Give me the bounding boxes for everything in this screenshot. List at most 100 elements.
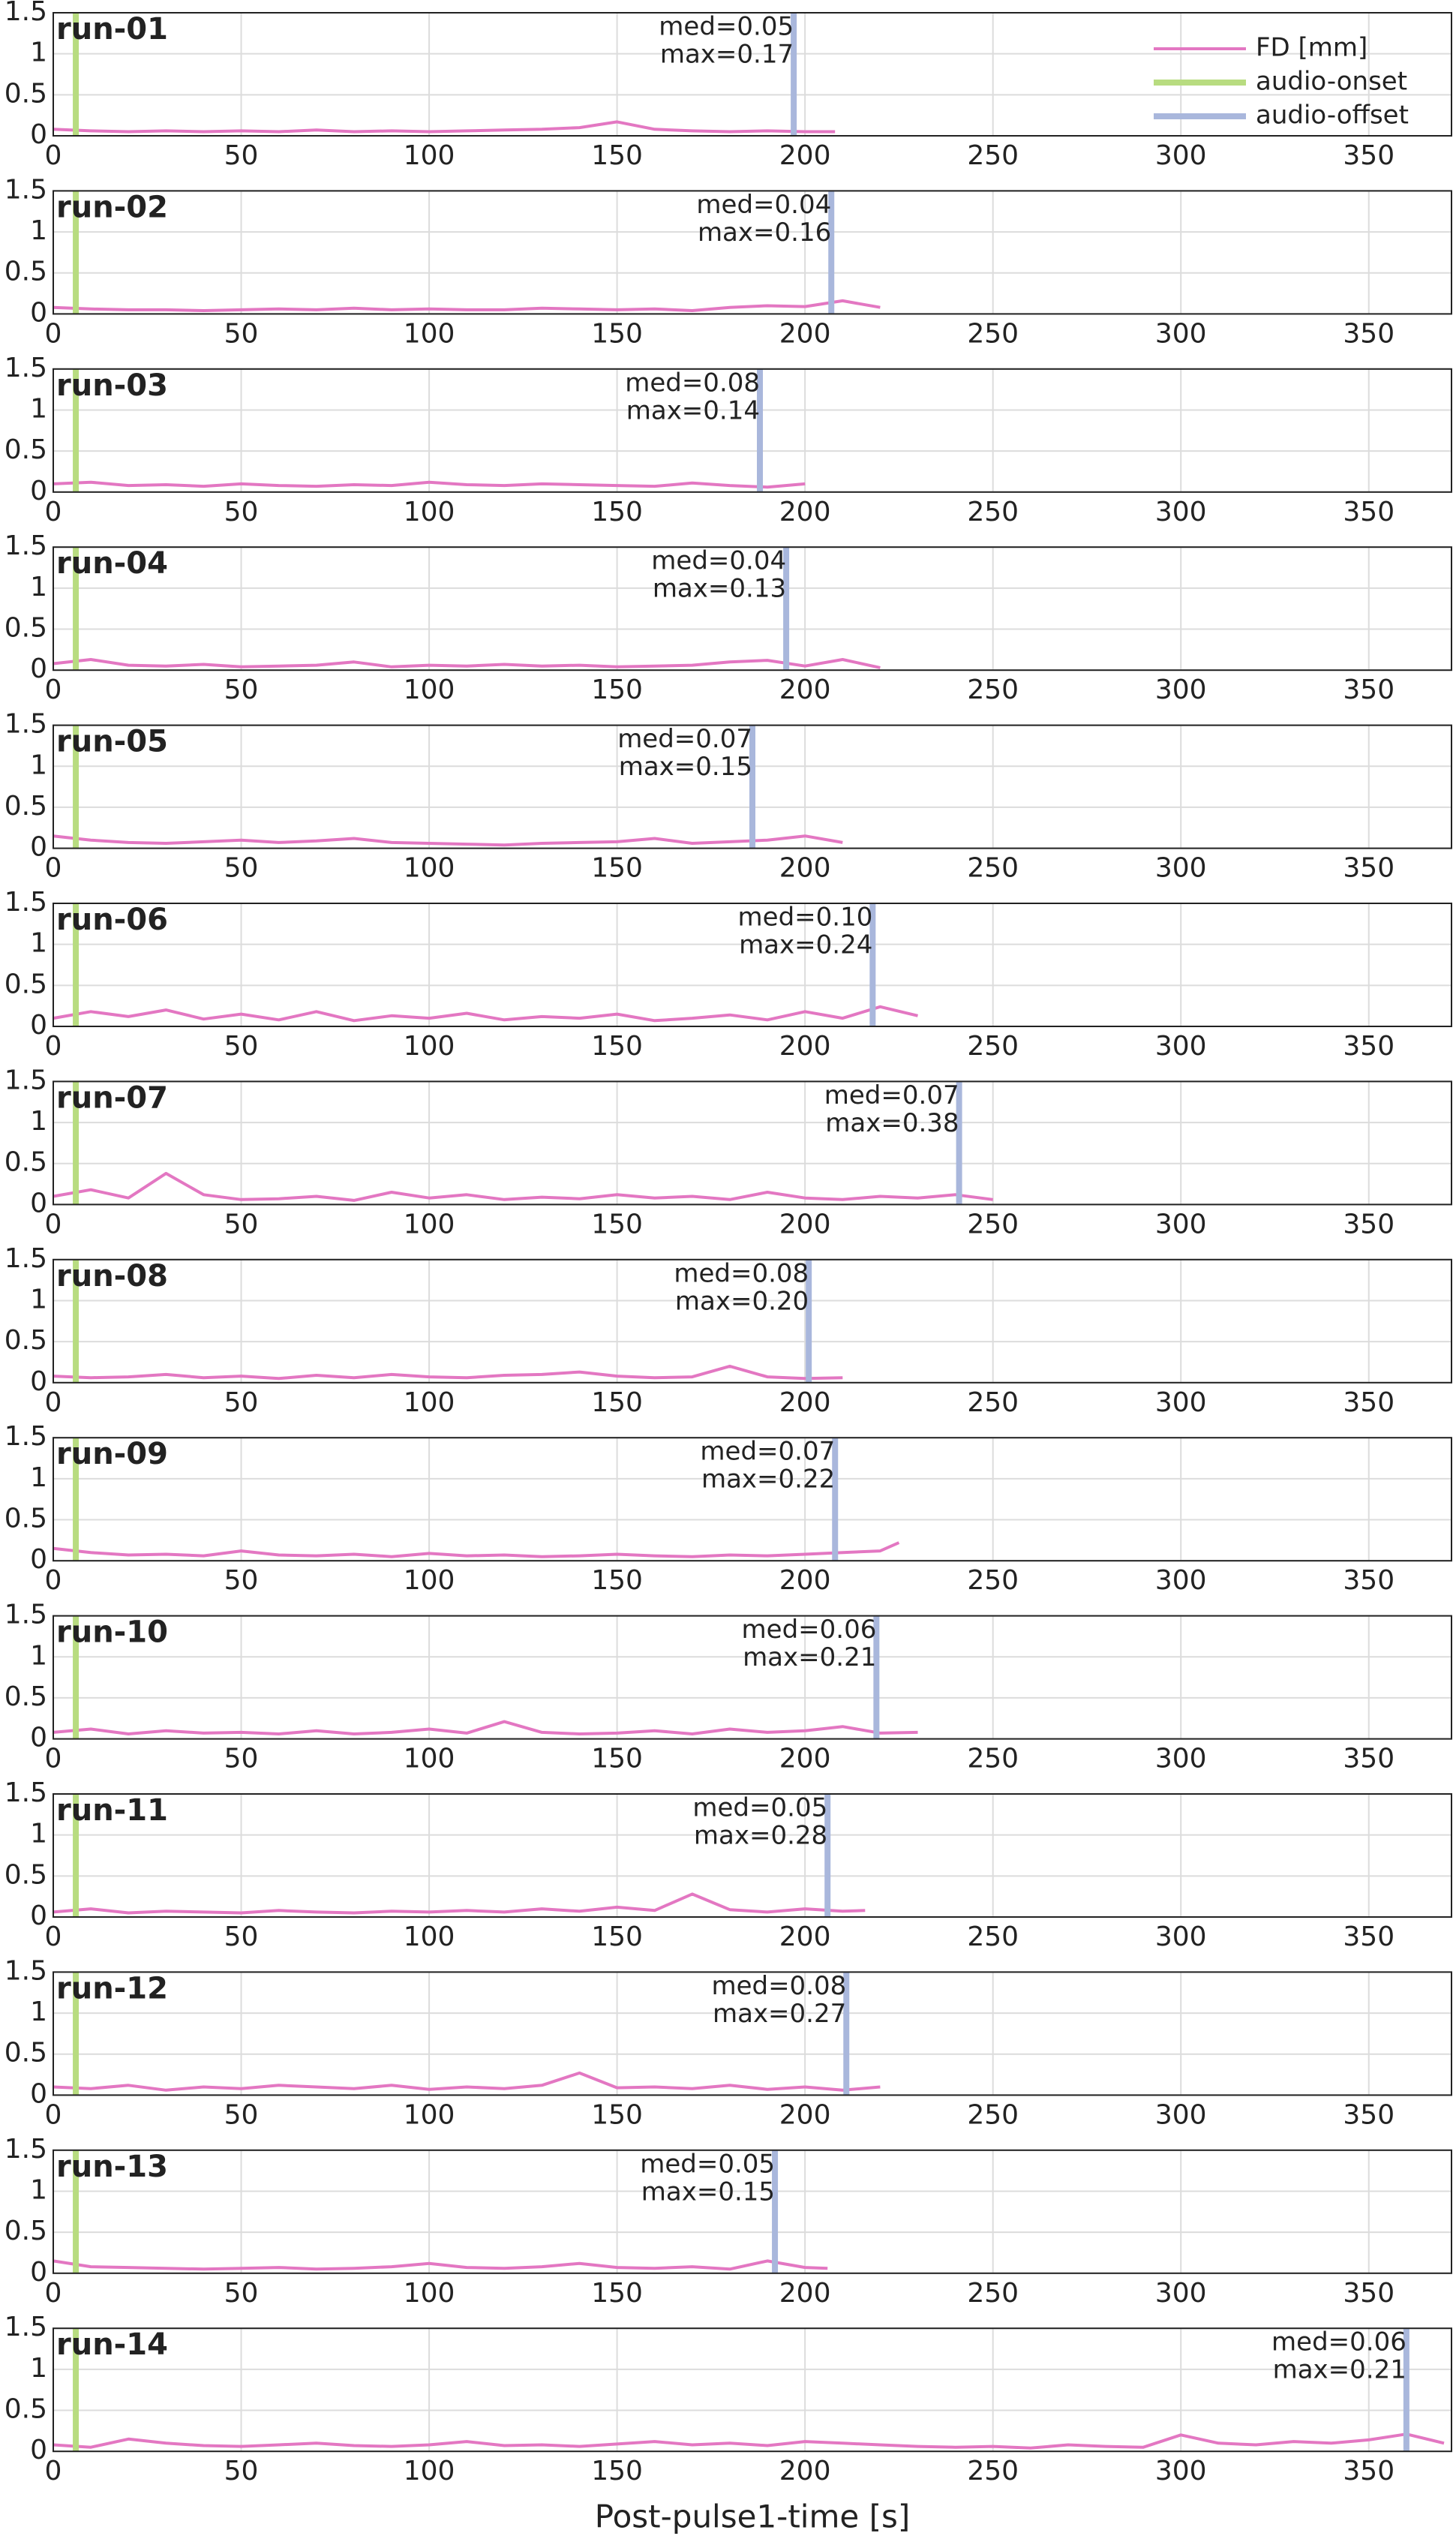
x-tick-label: 300: [1155, 1031, 1207, 1062]
y-tick-label: 1: [30, 38, 47, 68]
x-tick-label: 200: [779, 1387, 831, 1418]
panel-title: run-14: [56, 2327, 168, 2362]
x-tick-label: 100: [404, 2456, 455, 2486]
x-tick-label: 200: [779, 140, 831, 171]
x-tick-label: 350: [1343, 318, 1394, 349]
x-tick-label: 300: [1155, 318, 1207, 349]
panel-title: run-07: [56, 1080, 168, 1115]
x-tick-label: 100: [404, 1744, 455, 1774]
annotation: max=0.22: [701, 1465, 835, 1495]
y-tick-label: 0.5: [5, 969, 47, 999]
annotation: med=0.05: [640, 2149, 775, 2179]
annotation: max=0.38: [825, 1108, 959, 1138]
annotation: med=0.06: [742, 1615, 877, 1645]
plot-area: [53, 1972, 1451, 2096]
plot-area: [53, 1794, 1451, 1917]
y-tick-label: 0.5: [5, 791, 47, 822]
fd-line: [53, 1720, 918, 1735]
panel-title: run-10: [56, 1615, 168, 1650]
x-tick-label: 100: [404, 140, 455, 171]
x-tick-label: 100: [404, 497, 455, 527]
x-tick-label: 350: [1343, 1387, 1394, 1418]
fd-line: [53, 1892, 866, 1915]
panel-title: run-04: [56, 546, 168, 581]
plot-frame: [53, 1971, 1452, 2096]
x-tick-label: 350: [1343, 1744, 1394, 1774]
x-tick-label: 250: [967, 1565, 1019, 1596]
fd-line: [53, 834, 843, 847]
x-tick-label: 250: [967, 1387, 1019, 1418]
y-tick-label: 0.5: [5, 1859, 47, 1890]
fd-line: [53, 120, 836, 134]
plot-frame: [53, 12, 1452, 137]
x-tick-label: 250: [967, 140, 1019, 171]
x-tick-label: 200: [779, 853, 831, 884]
y-tick-label: 1.5: [5, 1955, 47, 1986]
y-tick-label: 1: [30, 215, 47, 246]
plot-area: [53, 1438, 1451, 1561]
fd-line: [53, 2071, 881, 2092]
x-tick-label: 300: [1155, 140, 1207, 171]
plot-frame: [53, 1258, 1452, 1384]
annotation: med=0.08: [625, 368, 760, 398]
x-tick-label: 350: [1343, 2456, 1394, 2486]
y-tick-label: 0: [30, 2257, 47, 2288]
fd-line: [53, 1364, 843, 1381]
plot-frame: [53, 190, 1452, 315]
x-tick-label: 350: [1343, 2099, 1394, 2130]
plot-area: [53, 368, 1451, 492]
plot-frame: [53, 1615, 1452, 1740]
annotation: max=0.21: [1273, 2355, 1406, 2385]
x-tick-label: 250: [967, 1922, 1019, 1952]
panel-title: run-13: [56, 2150, 168, 2184]
y-tick-label: 1.5: [5, 530, 47, 561]
y-tick-label: 0.5: [5, 2394, 47, 2425]
fd-line: [53, 2432, 1445, 2450]
y-tick-label: 1.5: [5, 1421, 47, 1452]
x-tick-label: 0: [45, 1744, 62, 1774]
y-tick-label: 1.5: [5, 1065, 47, 1095]
x-tick-label: 250: [967, 2099, 1019, 2130]
x-tick-label: 300: [1155, 497, 1207, 527]
plot-area: [53, 2328, 1451, 2452]
x-tick-label: 350: [1343, 140, 1394, 171]
x-tick-label: 200: [779, 2099, 831, 2130]
legend-label: FD [mm]: [1256, 33, 1367, 63]
x-tick-label: 250: [967, 675, 1019, 705]
x-tick-label: 150: [591, 1922, 643, 1952]
plot-frame: [53, 1437, 1452, 1562]
y-tick-label: 0: [30, 654, 47, 684]
x-tick-label: 100: [404, 318, 455, 349]
x-tick-label: 50: [224, 497, 259, 527]
x-tick-label: 250: [967, 853, 1019, 884]
x-tick-label: 100: [404, 1209, 455, 1239]
annotation: med=0.07: [617, 724, 752, 754]
y-tick-label: 0: [30, 1723, 47, 1753]
y-tick-label: 0: [30, 832, 47, 863]
fd-line: [53, 480, 806, 489]
panel-title: run-03: [56, 368, 168, 403]
y-tick-label: 1: [30, 1284, 47, 1315]
y-tick-label: 1.5: [5, 709, 47, 740]
x-tick-label: 100: [404, 1922, 455, 1952]
x-tick-label: 200: [779, 2456, 831, 2486]
x-tick-label: 0: [45, 318, 62, 349]
plot-frame: [53, 2149, 1452, 2274]
plot-area: [53, 2150, 1451, 2273]
y-tick-label: 1.5: [5, 1600, 47, 1630]
x-tick-label: 0: [45, 1209, 62, 1239]
x-tick-label: 150: [591, 1209, 643, 1239]
x-tick-label: 50: [224, 1387, 259, 1418]
legend-label: audio-offset: [1256, 101, 1409, 131]
annotation: max=0.27: [713, 1999, 846, 2029]
x-tick-label: 50: [224, 2456, 259, 2486]
x-tick-label: 100: [404, 1565, 455, 1596]
x-tick-label: 200: [779, 1209, 831, 1239]
x-tick-label: 350: [1343, 497, 1394, 527]
annotation: med=0.07: [700, 1437, 835, 1467]
y-tick-label: 0: [30, 2435, 47, 2465]
fd-line: [53, 299, 881, 312]
x-tick-label: 50: [224, 1922, 259, 1952]
x-tick-label: 0: [45, 1387, 62, 1418]
